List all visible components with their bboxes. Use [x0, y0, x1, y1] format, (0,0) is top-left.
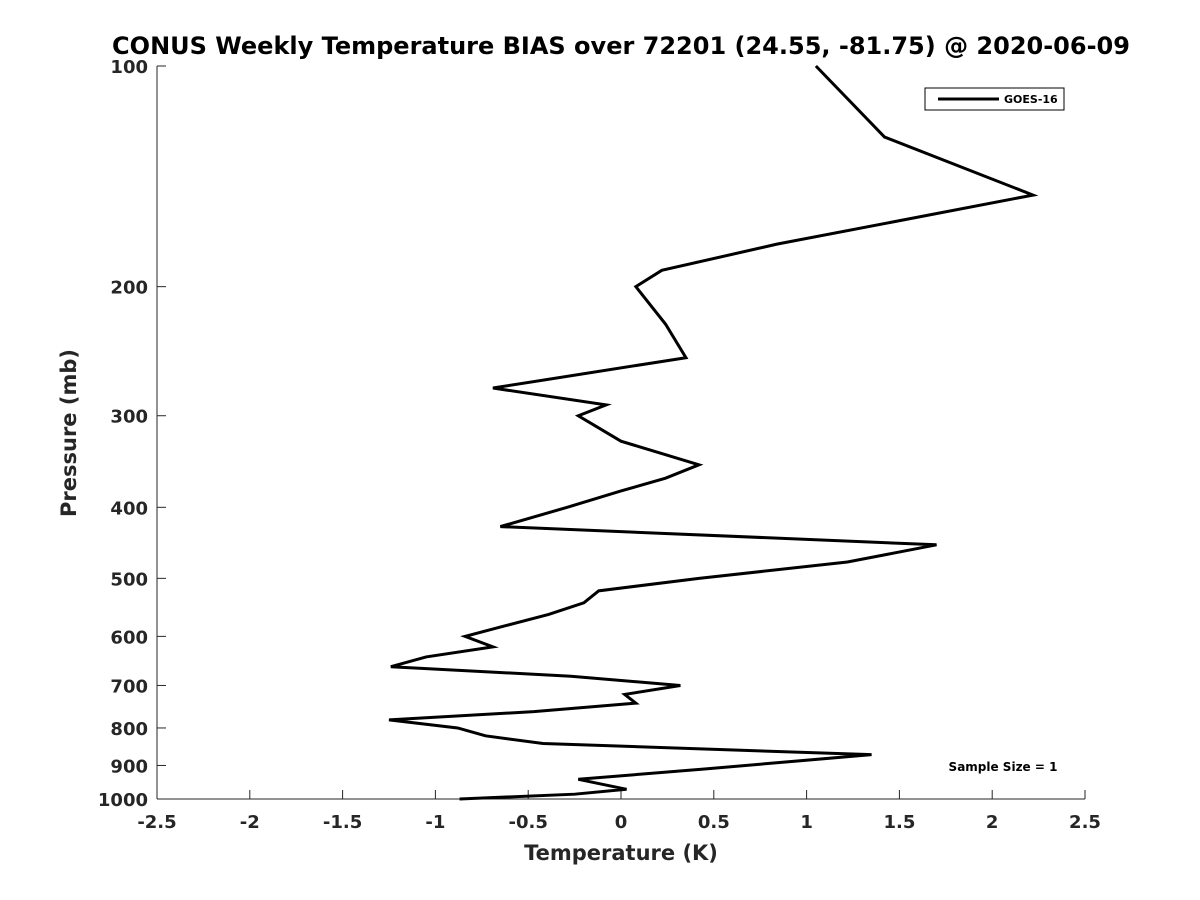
y-axis-label: Pressure (mb): [57, 349, 81, 517]
y-tick-label: 1000: [98, 790, 148, 811]
x-tick-label: -1: [425, 812, 445, 833]
x-tick-label: 2.5: [1069, 812, 1101, 833]
plot-area: -2.5 -2 -1.5 -1 -0.5 0 0.5 1 1.5 2 2.5 100 200 300 400…: [98, 57, 1101, 833]
x-tick-label: -0.5: [509, 812, 548, 833]
y-tick-label: 400: [110, 498, 148, 519]
x-tick-label: 2: [986, 812, 999, 833]
y-tick-label: 500: [110, 569, 148, 590]
x-tick-label: -1.5: [323, 812, 362, 833]
y-tick-label: 200: [110, 278, 148, 299]
sample-size-annotation: Sample Size = 1: [949, 760, 1058, 774]
y-tick-label: 100: [110, 57, 148, 78]
legend: GOES-16: [924, 87, 1065, 111]
legend-label-goes-16: GOES-16: [1004, 93, 1058, 106]
x-tick-label: 1.5: [883, 812, 915, 833]
x-tick-label: -2: [240, 812, 260, 833]
x-tick-label: -2.5: [137, 812, 176, 833]
x-tick-label: 0: [615, 812, 628, 833]
y-tick-label: 300: [110, 407, 148, 428]
x-tick-label: 0.5: [698, 812, 730, 833]
y-tick-label: 700: [110, 676, 148, 697]
chart-title: CONUS Weekly Temperature BIAS over 72201…: [112, 32, 1130, 60]
y-tick-label: 600: [110, 627, 148, 648]
x-tick-label: 1: [800, 812, 813, 833]
y-tick-label: 900: [110, 756, 148, 777]
x-axis-label: Temperature (K): [524, 841, 718, 865]
series-line-goes-16: [388, 64, 1039, 801]
y-tick-label: 800: [110, 719, 148, 740]
